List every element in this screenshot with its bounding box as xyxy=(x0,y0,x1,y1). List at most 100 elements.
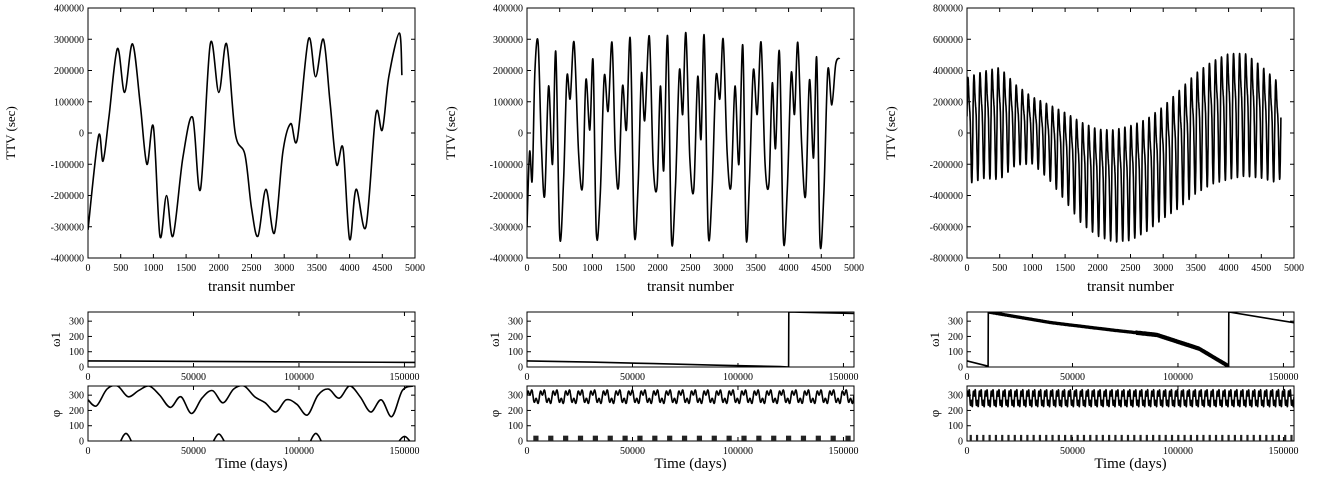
y-axis-title: ω1 xyxy=(927,332,942,347)
phi-lower-bump xyxy=(1170,434,1174,441)
x-tick-label: 3000 xyxy=(713,263,733,274)
x-tick-label: 0 xyxy=(965,263,970,274)
phi-lower-bump xyxy=(1001,434,1004,441)
phi-lower-bump xyxy=(1007,434,1010,441)
phi-lower-bump xyxy=(1133,434,1136,441)
phi-lower-bump xyxy=(1089,434,1092,441)
y-tick-label: 400000 xyxy=(493,4,523,15)
y-axis-title: φ xyxy=(487,410,502,418)
phi-lower-bump xyxy=(1019,434,1023,441)
phi-upper-series xyxy=(88,386,414,418)
x-tick-label: 1000 xyxy=(143,263,163,274)
x-tick-label: 1000 xyxy=(1022,263,1042,274)
y-tick-label: 0 xyxy=(79,363,84,374)
x-tick-label: 3000 xyxy=(1153,263,1173,274)
phi-lower-bump xyxy=(1126,434,1130,441)
x-tick-label: 4500 xyxy=(1251,263,1271,274)
x-tick-label: 100000 xyxy=(284,446,314,457)
phi-lower-bump xyxy=(785,435,792,441)
y-tick-label: 100 xyxy=(508,421,523,432)
y-tick-label: 100 xyxy=(69,347,84,358)
phi-lower-bump xyxy=(1120,434,1123,441)
phi-lower-bump xyxy=(1177,434,1180,441)
y-tick-label: 0 xyxy=(518,129,523,140)
phi-lower-bump xyxy=(1082,434,1086,441)
phi-lower-bump xyxy=(1208,434,1211,441)
x-axis-title: transit number xyxy=(1087,279,1174,295)
phi-upper-band xyxy=(967,388,1294,408)
phi-lower-bump xyxy=(1252,434,1255,441)
y-tick-label: 0 xyxy=(958,129,963,140)
omega-series-line xyxy=(967,312,1294,367)
y-tick-label: 0 xyxy=(518,437,523,448)
phi-lower-bump xyxy=(1290,434,1293,441)
chart-panel-left-omega: 0 50000 100000 150000 0 100 200 300 ω1 xyxy=(48,311,419,383)
phi-lower-bump xyxy=(1202,434,1205,441)
y-tick-label: 100 xyxy=(948,347,963,358)
x-tick-label: 4500 xyxy=(372,263,392,274)
y-tick-label: 100 xyxy=(69,421,84,432)
phi-lower-bump xyxy=(607,435,613,441)
x-tick-label: 150000 xyxy=(1268,372,1298,383)
x-tick-label: 3500 xyxy=(746,263,766,274)
x-tick-label: 150000 xyxy=(389,372,419,383)
plot-frame xyxy=(87,385,416,442)
y-tick-label: 300 xyxy=(948,317,963,328)
x-tick-label: 150000 xyxy=(389,446,419,457)
phi-lower-bump xyxy=(1038,434,1042,441)
chart-panel-middle-phi: 0 50000 100000 150000 0 100 200 300 φ Time (days) xyxy=(487,385,858,472)
phi-lower-bump xyxy=(1246,434,1249,441)
y-tick-label: 0 xyxy=(79,129,84,140)
y-tick-label: 300 xyxy=(948,391,963,402)
phi-lower-bump xyxy=(1183,434,1186,441)
y-axis-title: TTV (sec) xyxy=(883,106,898,160)
phi-lower-bump xyxy=(577,435,584,441)
y-tick-label: -100000 xyxy=(490,160,523,171)
phi-lower-bump xyxy=(988,434,991,441)
y-tick-label: -600000 xyxy=(930,222,963,233)
phi-upper-band xyxy=(527,389,854,405)
phi-lower-bump xyxy=(1076,434,1079,441)
phi-lower-bump xyxy=(667,435,673,441)
phi-lower-bump xyxy=(982,434,985,441)
plot-frame xyxy=(526,385,855,442)
omega-noise-band xyxy=(987,312,1230,367)
phi-lower-bump xyxy=(696,435,703,441)
y-tick-label: 0 xyxy=(958,363,963,374)
x-tick-label: 4000 xyxy=(779,263,799,274)
plot-frame xyxy=(87,7,416,259)
ttv-series-line xyxy=(967,52,1282,243)
chart-panel-right-omega: 0 50000 100000 150000 0 100 200 300 ω1 xyxy=(927,311,1298,383)
y-tick-label: 200000 xyxy=(54,66,84,77)
phi-lower-bump xyxy=(1051,434,1054,441)
data-series-group xyxy=(527,32,841,250)
phi-lower-bump xyxy=(1070,434,1073,441)
x-tick-label: 0 xyxy=(86,446,91,457)
y-tick-label: 100 xyxy=(948,421,963,432)
x-tick-label: 100000 xyxy=(284,372,314,383)
omega-series-line xyxy=(527,312,854,367)
x-tick-label: 2500 xyxy=(242,263,262,274)
y-tick-label: -200000 xyxy=(490,191,523,202)
phi-lower-bump xyxy=(1258,434,1262,441)
omega-series-line xyxy=(88,360,415,364)
data-series-group xyxy=(967,388,1294,441)
x-tick-label: 500 xyxy=(552,263,567,274)
y-tick-label: 400000 xyxy=(933,66,963,77)
y-tick-label: 200 xyxy=(69,406,84,417)
phi-lower-bump xyxy=(1158,434,1161,441)
phi-lower-bump xyxy=(622,435,628,441)
phi-lower-bump xyxy=(1108,434,1111,441)
x-tick-label: 0 xyxy=(965,372,970,383)
data-series-group xyxy=(967,52,1282,243)
x-axis-title: transit number xyxy=(208,279,295,295)
data-series-group xyxy=(88,32,403,241)
phi-lower-bump xyxy=(592,435,598,441)
x-tick-label: 4000 xyxy=(1219,263,1239,274)
x-tick-label: 50000 xyxy=(620,446,645,457)
phi-lower-bump xyxy=(845,435,851,441)
y-tick-label: -100000 xyxy=(51,160,84,171)
y-axis-title: φ xyxy=(927,410,942,418)
y-tick-label: -200000 xyxy=(51,191,84,202)
